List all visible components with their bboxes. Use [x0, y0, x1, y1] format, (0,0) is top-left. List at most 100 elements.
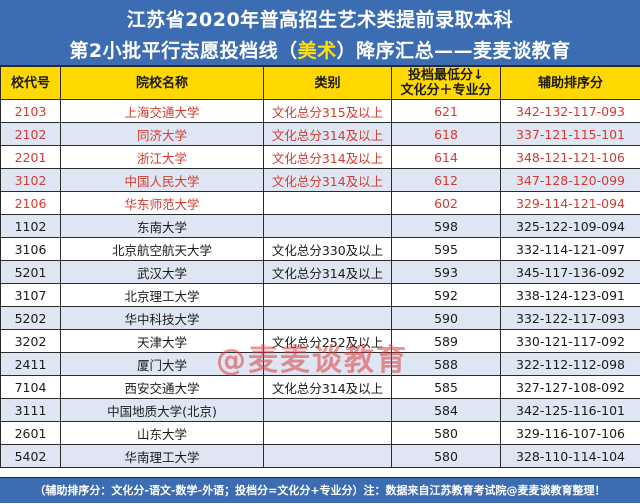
- title-line-2: 第2小批平行志愿投档线（美术）降序汇总——麦麦谈教育: [0, 36, 640, 63]
- cell-category: 文化总分315及以上: [264, 100, 392, 123]
- header-name: 院校名称: [61, 67, 264, 100]
- cell-aux-score: 325-122-109-094: [501, 215, 640, 238]
- cell-aux-score: 332-114-121-097: [501, 238, 640, 261]
- cell-min-score: 580: [392, 422, 501, 445]
- cell-code: 3106: [1, 238, 61, 261]
- cell-min-score: 602: [392, 192, 501, 215]
- cell-school-name: 中国地质大学(北京): [61, 399, 264, 422]
- cell-code: 5402: [1, 445, 61, 468]
- cell-category: 文化总分314及以上: [264, 376, 392, 399]
- cell-code: 2601: [1, 422, 61, 445]
- cell-aux-score: 328-110-114-104: [501, 445, 640, 468]
- cell-category: [264, 399, 392, 422]
- table-header-row: 校代号 院校名称 类别 投档最低分↓文化分＋专业分 辅助排序分: [1, 67, 640, 100]
- cell-category: 文化总分314及以上: [264, 123, 392, 146]
- cell-category: [264, 215, 392, 238]
- cell-aux-score: 330-121-117-092: [501, 330, 640, 353]
- cell-min-score: 588: [392, 353, 501, 376]
- cell-min-score: 593: [392, 261, 501, 284]
- cell-category: 文化总分314及以上: [264, 146, 392, 169]
- title-line-2-suffix: ）降序汇总——麦麦谈教育: [337, 40, 571, 62]
- cell-school-name: 北京理工大学: [61, 284, 264, 307]
- cell-school-name: 华南理工大学: [61, 445, 264, 468]
- header-code: 校代号: [1, 67, 61, 100]
- cell-code: 1102: [1, 215, 61, 238]
- cell-school-name: 天津大学: [61, 330, 264, 353]
- header-score: 投档最低分↓文化分＋专业分: [392, 67, 501, 100]
- cell-aux-score: 342-125-116-101: [501, 399, 640, 422]
- cell-school-name: 东南大学: [61, 215, 264, 238]
- cell-min-score: 592: [392, 284, 501, 307]
- cell-aux-score: 342-132-117-093: [501, 100, 640, 123]
- cell-school-name: 中国人民大学: [61, 169, 264, 192]
- cell-code: 3107: [1, 284, 61, 307]
- cell-min-score: 584: [392, 399, 501, 422]
- cell-school-name: 厦门大学: [61, 353, 264, 376]
- cell-code: 5201: [1, 261, 61, 284]
- header-score-line-2: 文化分＋专业分: [392, 83, 500, 98]
- cell-min-score: 612: [392, 169, 501, 192]
- cell-category: [264, 422, 392, 445]
- cell-code: 3202: [1, 330, 61, 353]
- footer-note: （辅助排序分：文化分-语文-数学-外语；投档分=文化分+专业分）注：数据来自江苏…: [0, 477, 640, 503]
- cell-min-score: 618: [392, 123, 501, 146]
- cell-aux-score: 345-117-136-092: [501, 261, 640, 284]
- cell-category: [264, 445, 392, 468]
- cell-school-name: 上海交通大学: [61, 100, 264, 123]
- cell-category: [264, 284, 392, 307]
- cell-school-name: 西安交通大学: [61, 376, 264, 399]
- header-category: 类别: [264, 67, 392, 100]
- cell-category: [264, 307, 392, 330]
- cell-min-score: 595: [392, 238, 501, 261]
- cell-aux-score: 337-121-115-101: [501, 123, 640, 146]
- cell-code: 2102: [1, 123, 61, 146]
- cell-min-score: 585: [392, 376, 501, 399]
- cell-school-name: 山东大学: [61, 422, 264, 445]
- cell-aux-score: 327-127-108-092: [501, 376, 640, 399]
- cell-school-name: 华中科技大学: [61, 307, 264, 330]
- cell-school-name: 同济大学: [61, 123, 264, 146]
- cell-min-score: 621: [392, 100, 501, 123]
- title-banner: 江苏省2020年普高招生艺术类提前录取本科 第2小批平行志愿投档线（美术）降序汇…: [0, 0, 640, 66]
- cell-code: 3111: [1, 399, 61, 422]
- cell-code: 2106: [1, 192, 61, 215]
- cell-code: 2411: [1, 353, 61, 376]
- header-score-line-1: 投档最低分↓: [392, 68, 500, 83]
- cell-code: 5202: [1, 307, 61, 330]
- cell-school-name: 北京航空航天大学: [61, 238, 264, 261]
- cell-category: 文化总分314及以上: [264, 169, 392, 192]
- cell-code: 7104: [1, 376, 61, 399]
- cell-code: 2201: [1, 146, 61, 169]
- cell-aux-score: 348-121-121-106: [501, 146, 640, 169]
- cell-code: 2103: [1, 100, 61, 123]
- cell-min-score: 590: [392, 307, 501, 330]
- cell-aux-score: 329-116-107-106: [501, 422, 640, 445]
- cell-school-name: 武汉大学: [61, 261, 264, 284]
- cell-school-name: 浙江大学: [61, 146, 264, 169]
- cell-category: 文化总分314及以上: [264, 261, 392, 284]
- cell-school-name: 华东师范大学: [61, 192, 264, 215]
- cell-aux-score: 347-128-120-099: [501, 169, 640, 192]
- cell-aux-score: 322-112-112-098: [501, 353, 640, 376]
- cell-min-score: 589: [392, 330, 501, 353]
- cell-code: 3102: [1, 169, 61, 192]
- cell-category: [264, 353, 392, 376]
- cell-min-score: 598: [392, 215, 501, 238]
